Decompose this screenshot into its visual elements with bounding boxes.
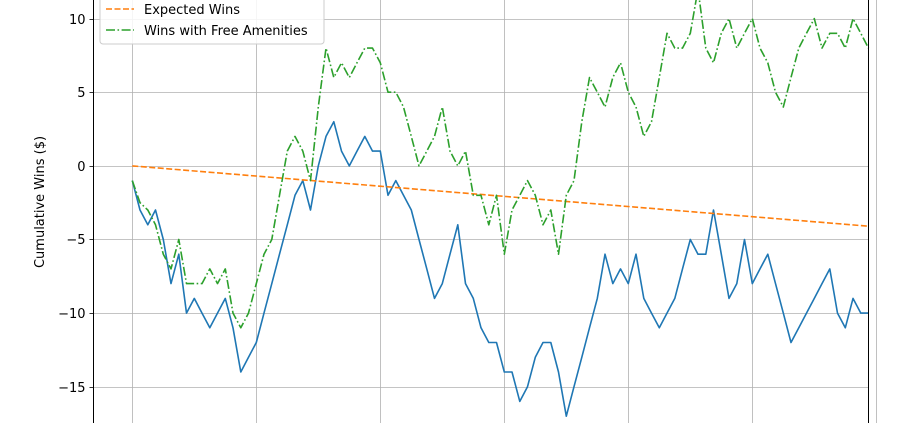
- y-ticks: −15 −10 −5 0 5 10: [58, 13, 94, 396]
- legend-box: [99, 0, 325, 45]
- grid-lines: [93, 0, 877, 423]
- legend-expected-label: Expected Wins: [144, 3, 240, 18]
- y-tick-label: −10: [58, 307, 85, 322]
- y-tick-label: 5: [77, 86, 85, 101]
- series-random-wins: [131, 120, 869, 418]
- legend-amenities-label: Wins with Free Amenities: [144, 24, 308, 39]
- legend: Expected Wins Wins with Free Amenities: [99, 0, 325, 45]
- y-tick-label: −5: [66, 233, 85, 248]
- y-axis-label: Cumulative Wins ($): [33, 136, 48, 268]
- series-lines: [131, 0, 870, 418]
- y-tick-label: 10: [69, 13, 86, 28]
- series-wins-with-free-amenities: [131, 0, 870, 329]
- series-expected-wins: [132, 165, 869, 227]
- axes: [93, 0, 869, 423]
- y-tick-label: −15: [58, 381, 85, 396]
- y-tick-label: 0: [77, 160, 85, 175]
